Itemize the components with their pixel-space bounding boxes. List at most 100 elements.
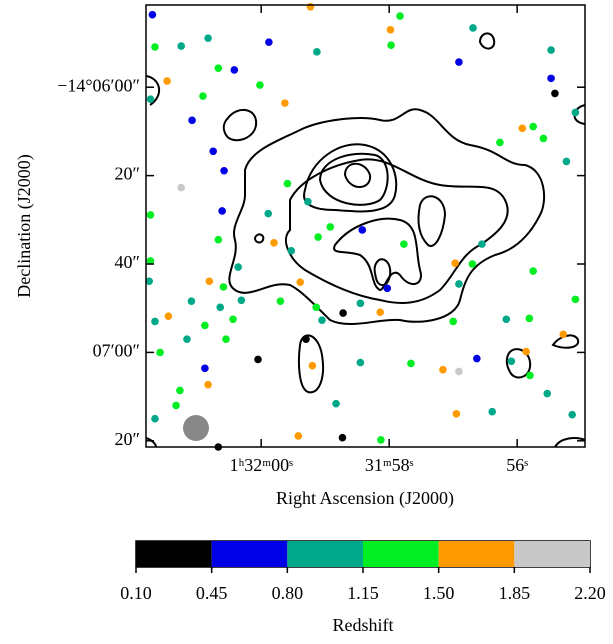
galaxy-point [229, 315, 237, 324]
galaxy-point [455, 367, 463, 376]
galaxy-point [451, 259, 459, 267]
colorbar-segment [211, 541, 288, 567]
contour [228, 108, 546, 325]
galaxy-point [473, 354, 481, 363]
galaxy-point [326, 223, 335, 231]
galaxy-point [204, 34, 212, 42]
galaxy-point [488, 407, 497, 416]
galaxy-point [187, 297, 196, 305]
galaxy-point [314, 233, 322, 241]
galaxy-point [449, 317, 457, 326]
galaxy-point [219, 283, 228, 291]
galaxy-point [164, 312, 173, 320]
galaxy-point [452, 410, 461, 418]
galaxy-point [571, 295, 580, 304]
galaxy-point [222, 335, 230, 343]
galaxy-point [183, 335, 191, 343]
colorbar-tick-label: 2.20 [574, 583, 606, 603]
galaxy-point [146, 257, 155, 265]
galaxy-point [296, 278, 305, 286]
galaxy-point [332, 399, 340, 408]
galaxy-point [469, 24, 477, 32]
galaxy-point [145, 277, 153, 286]
galaxy-point [525, 314, 534, 323]
galaxy-point [377, 436, 385, 444]
galaxy-point [439, 365, 447, 374]
galaxy-point [312, 303, 321, 312]
galaxy-point [216, 303, 225, 312]
colorbar-segment [136, 541, 212, 567]
galaxy-point [387, 41, 395, 50]
galaxy-point [265, 38, 273, 46]
galaxy-point [151, 414, 159, 423]
colorbar-segment [514, 541, 590, 567]
galaxy-point [522, 347, 530, 356]
y-tick-label: −14°06′00″ [57, 75, 140, 95]
contour [253, 233, 265, 244]
contour [343, 162, 372, 188]
galaxy-point [201, 364, 209, 373]
contour [298, 334, 324, 394]
galaxy-point [383, 284, 392, 293]
galaxy-point [214, 235, 223, 244]
galaxy-point [294, 432, 303, 440]
galaxy-point [201, 321, 209, 330]
y-tick-label: 40″ [115, 252, 141, 272]
galaxy-point [400, 240, 408, 248]
galaxy-point [496, 138, 504, 147]
contour [505, 348, 532, 379]
galaxy-point [220, 166, 228, 175]
points [145, 2, 580, 451]
galaxy-point [156, 348, 164, 357]
galaxy-point [547, 74, 555, 83]
colorbar-tick-label: 1.85 [499, 583, 531, 603]
galaxy-point [264, 209, 273, 218]
galaxy-point [502, 315, 511, 324]
galaxy-point [151, 317, 159, 326]
contour [373, 258, 392, 287]
colorbar-tick-label: 0.45 [196, 583, 228, 603]
colorbar-segment [438, 541, 515, 567]
galaxy-point [543, 389, 552, 398]
beam [183, 415, 209, 441]
galaxy-point [230, 66, 239, 74]
galaxy-point [356, 358, 365, 367]
galaxy-point [270, 238, 278, 247]
x-tick-label: 56ˢ [506, 455, 528, 475]
galaxy-point [518, 124, 527, 133]
colorbar-tick-label: 1.15 [347, 583, 379, 603]
galaxy-point [234, 263, 242, 271]
galaxy-point [148, 10, 157, 19]
colorbar-tick-label: 1.50 [423, 583, 455, 603]
contour [554, 437, 586, 448]
galaxy-point [376, 308, 385, 316]
galaxy-point [287, 246, 296, 255]
contour [417, 195, 447, 247]
galaxy-point [176, 386, 184, 395]
galaxy-point [559, 330, 568, 339]
galaxy-point [218, 207, 226, 215]
galaxy-point [356, 299, 365, 308]
galaxy-point [478, 240, 486, 248]
colorbar-tick-label: 0.80 [272, 583, 304, 603]
x-tick-label: 1ʰ32ᵐ00ˢ [229, 455, 293, 475]
contour [333, 217, 422, 292]
galaxy-point [507, 357, 516, 366]
contours [145, 32, 586, 448]
galaxy-point [146, 211, 155, 219]
contour [222, 109, 258, 142]
galaxy-point [562, 157, 571, 166]
galaxy-point [407, 359, 415, 368]
x-axis-label: Right Ascension (J2000) [276, 488, 454, 509]
galaxy-point [529, 122, 537, 131]
galaxy-point [529, 267, 537, 275]
contour [303, 143, 398, 213]
galaxy-point [163, 77, 171, 85]
galaxy-point [396, 12, 404, 20]
galaxy-point [254, 355, 262, 364]
y-tick-label: 20″ [115, 164, 141, 184]
galaxy-point [199, 92, 207, 100]
x-tick-label: 31ᵐ58ˢ [365, 455, 414, 475]
